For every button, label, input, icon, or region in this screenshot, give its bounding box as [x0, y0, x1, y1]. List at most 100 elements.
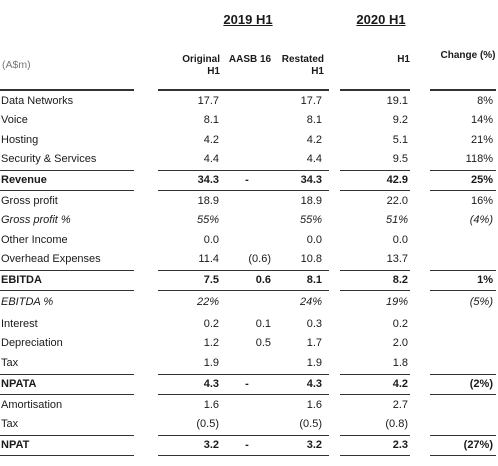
cell-value: 22% [196, 296, 219, 308]
cell-value: 55% [299, 214, 322, 226]
cell-value: 4.3 [306, 378, 322, 390]
rule-line [158, 455, 329, 456]
cell-value: 19% [385, 296, 408, 308]
rule-line [0, 455, 134, 456]
column-header: AASB 16 [228, 54, 272, 65]
rule-line [340, 170, 410, 171]
cell-value: 13.7 [386, 253, 408, 265]
rule-line [158, 290, 329, 291]
cell-value: 1.2 [203, 337, 219, 349]
cell-value: 10.8 [300, 253, 322, 265]
rule-line [430, 374, 496, 375]
rule-line [0, 435, 134, 436]
group-header: 2020 H1 [356, 12, 406, 27]
cell-value: 0.5 [255, 337, 271, 349]
cell-value: 1.7 [306, 337, 322, 349]
row-label: Security & Services [1, 153, 97, 165]
rule-line [0, 374, 134, 375]
rule-line [158, 89, 329, 91]
cell-value: 4.3 [203, 378, 219, 390]
row-label: EBITDA % [1, 296, 54, 308]
cell-value: 14% [470, 114, 493, 126]
cell-value: 0.3 [306, 318, 322, 330]
cell-value: 19.1 [386, 95, 408, 107]
rule-line [340, 290, 410, 291]
row-label: Overhead Expenses [1, 253, 101, 265]
cell-value: 1.8 [392, 357, 408, 369]
cell-value: 55% [196, 214, 219, 226]
row-label: EBITDA [1, 274, 42, 286]
row-label: Hosting [1, 134, 39, 146]
rule-line [430, 270, 496, 271]
cell-value: 1.9 [306, 357, 322, 369]
row-label: Interest [1, 318, 38, 330]
rule-line [0, 89, 134, 91]
cell-value: 0.2 [392, 318, 408, 330]
rule-line [0, 290, 134, 291]
cell-value: 1.6 [306, 399, 322, 411]
rule-line [340, 190, 410, 191]
rule-line [158, 270, 329, 271]
cell-value: 4.2 [203, 134, 219, 146]
cell-value: 22.0 [386, 195, 408, 207]
rule-line [430, 394, 496, 395]
cell-value: 5.1 [392, 134, 408, 146]
column-header: Change (%) [440, 50, 496, 61]
cell-value: 25% [470, 174, 493, 186]
row-label: Depreciation [1, 337, 63, 349]
cell-value: 34.3 [300, 174, 322, 186]
row-label: Other Income [1, 234, 68, 246]
cell-value: 9.5 [392, 153, 408, 165]
rule-line [158, 170, 329, 171]
cell-value: - [245, 378, 249, 390]
cell-value: 4.4 [203, 153, 219, 165]
cell-value: - [245, 439, 249, 451]
cell-value: 1.9 [203, 357, 219, 369]
cell-value: (5%) [469, 296, 493, 308]
cell-value: 3.2 [203, 439, 219, 451]
rule-line [340, 394, 410, 395]
cell-value: 0.6 [255, 274, 271, 286]
cell-value: 34.3 [197, 174, 219, 186]
cell-value: 8.1 [203, 114, 219, 126]
cell-value: 9.2 [392, 114, 408, 126]
rule-line [340, 435, 410, 436]
cell-value: 16% [470, 195, 493, 207]
cell-value: 21% [470, 134, 493, 146]
rule-line [430, 89, 496, 91]
rule-line [158, 394, 329, 395]
cell-value: 4.4 [306, 153, 322, 165]
cell-value: 2.7 [392, 399, 408, 411]
cell-value: (0.5) [196, 418, 219, 430]
cell-value: (0.5) [299, 418, 322, 430]
row-label: NPATA [1, 378, 37, 390]
rule-line [430, 190, 496, 191]
cell-value: 8% [477, 95, 493, 107]
cell-value: 42.9 [386, 174, 408, 186]
cell-value: 1.6 [203, 399, 219, 411]
cell-value: 8.1 [306, 114, 322, 126]
row-label: Gross profit [1, 195, 58, 207]
rule-line [430, 435, 496, 436]
rule-line [340, 455, 410, 456]
rule-line [0, 270, 134, 271]
row-label: Amortisation [1, 399, 63, 411]
cell-value: 17.7 [197, 95, 219, 107]
row-label: Data Networks [1, 95, 74, 107]
row-label: Voice [1, 114, 28, 126]
rule-line [158, 374, 329, 375]
rule-line [0, 190, 134, 191]
rule-line [430, 455, 496, 456]
rule-line [0, 394, 134, 395]
cell-value: - [245, 174, 249, 186]
cell-value: (27%) [463, 439, 493, 451]
cell-value: 7.5 [203, 274, 219, 286]
rule-line [158, 435, 329, 436]
cell-value: 0.2 [203, 318, 219, 330]
rule-line [340, 374, 410, 375]
cell-value: 0.1 [255, 318, 271, 330]
cell-value: 24% [299, 296, 322, 308]
cell-value: (2%) [469, 378, 493, 390]
rule-line [0, 170, 134, 171]
